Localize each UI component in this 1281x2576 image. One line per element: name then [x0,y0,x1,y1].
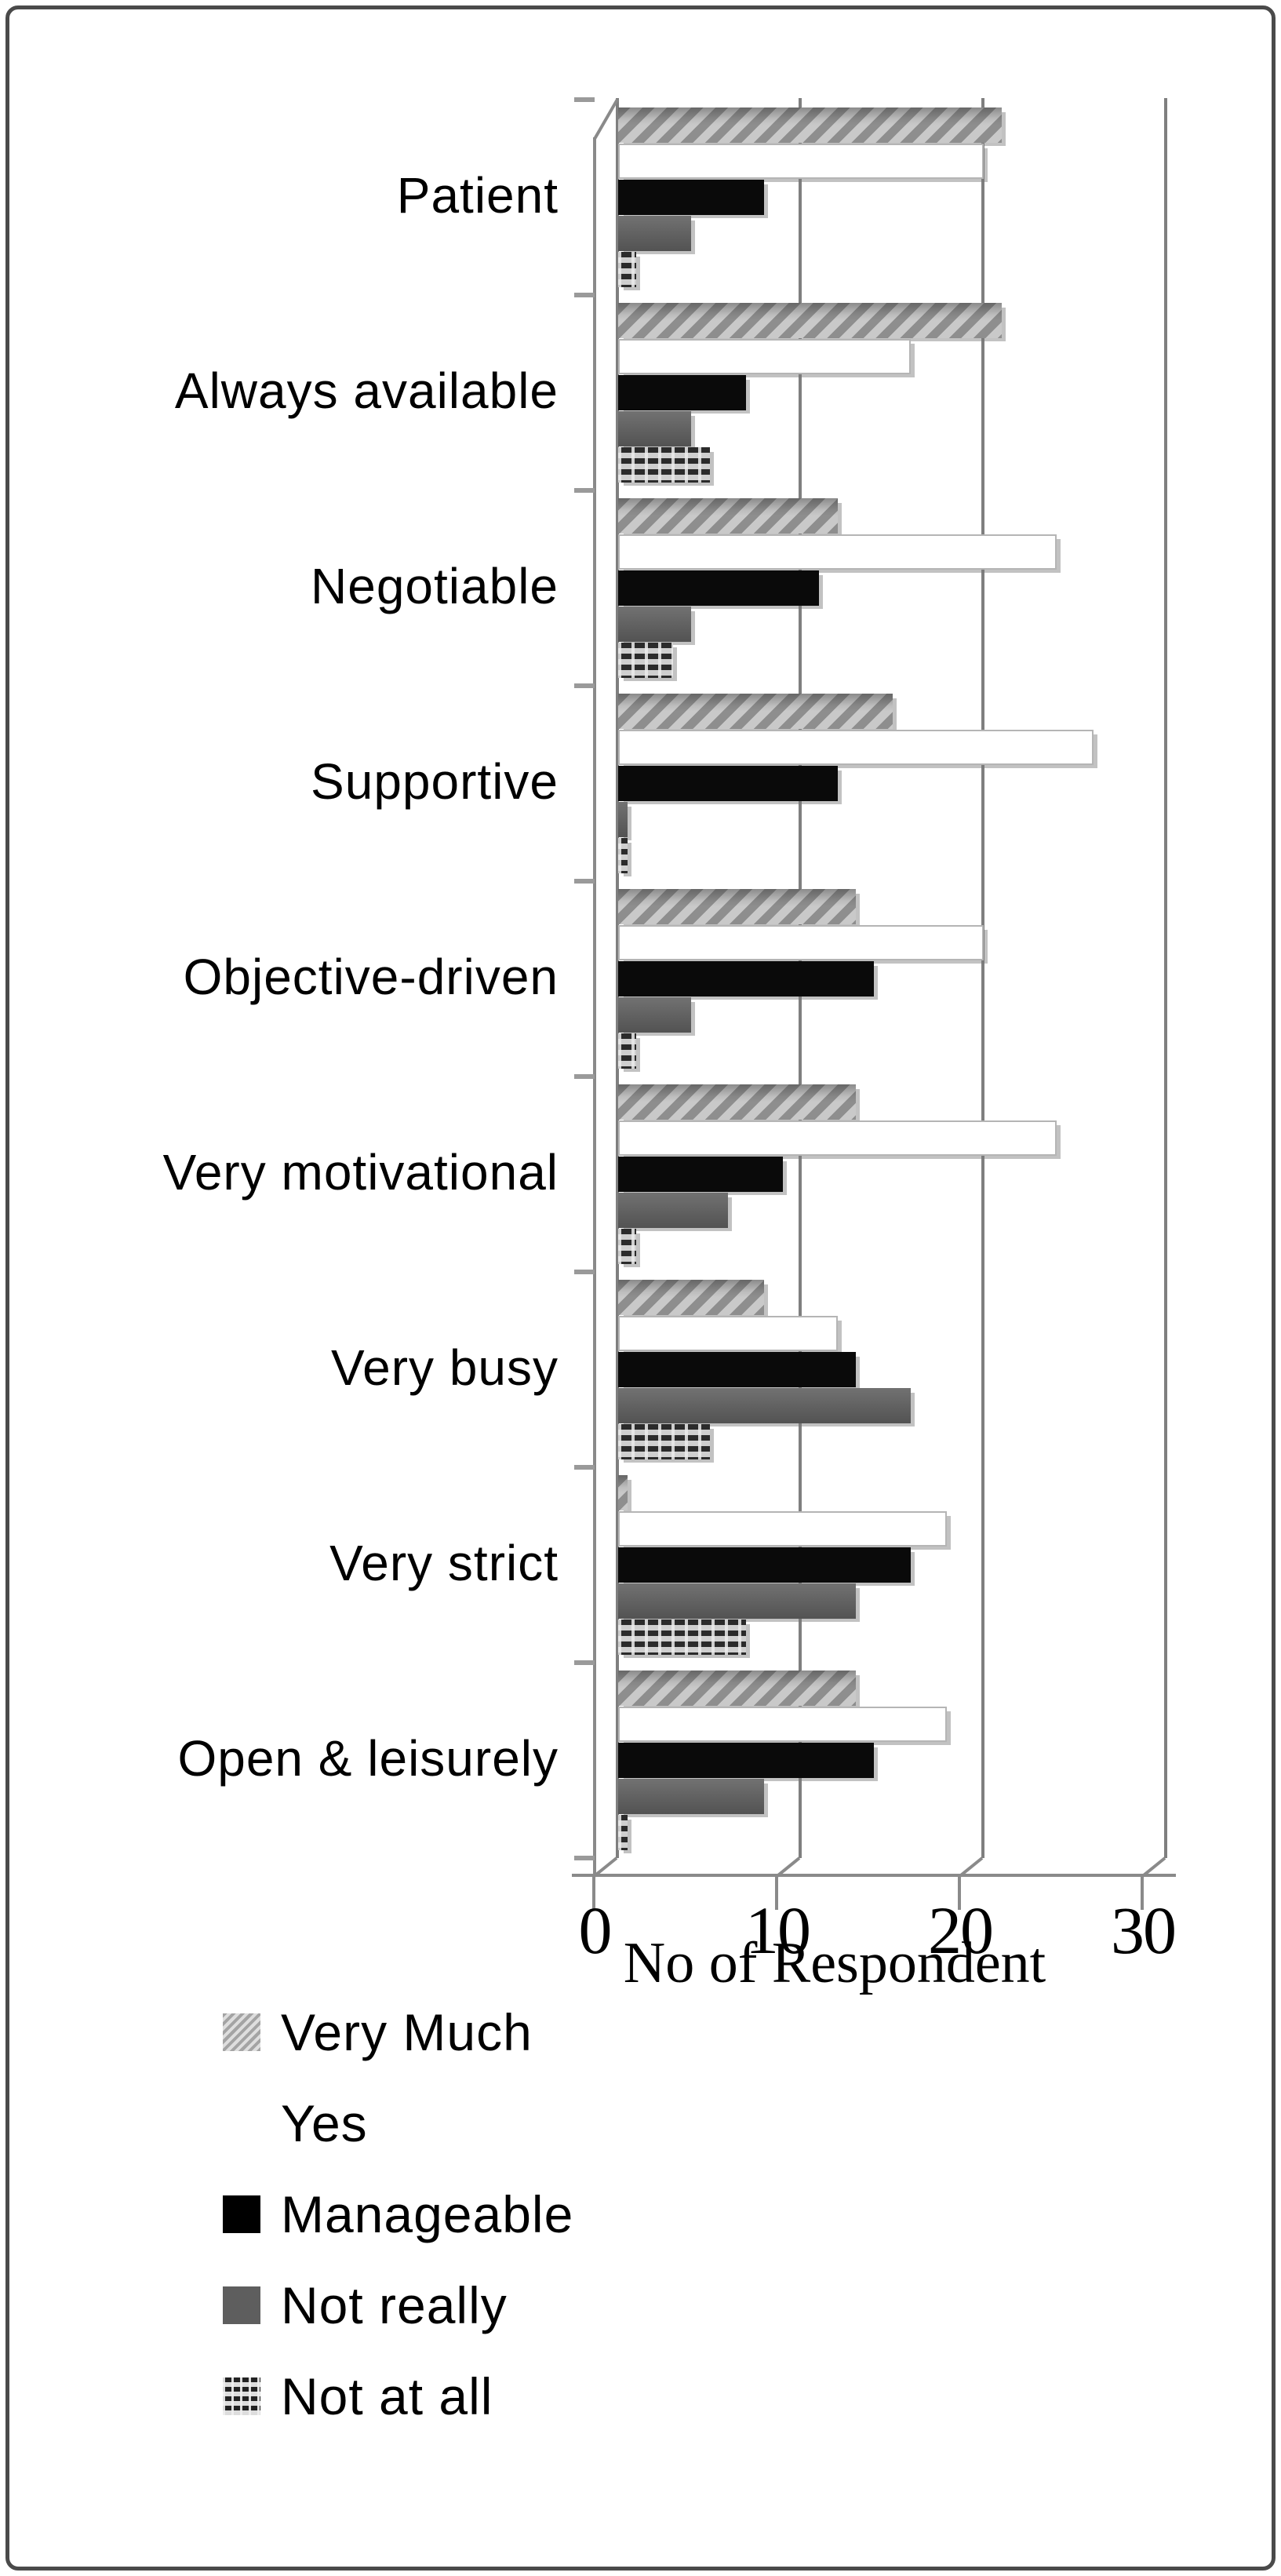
y-axis-line [593,137,596,1877]
x-tick-label: 30 [1111,1893,1177,1968]
bar-dark-gray-supportive [618,802,628,837]
category-axis-tick [574,1074,595,1079]
category-label: Objective-driven [183,948,559,1005]
x-axis-tick-20 [958,1875,961,1910]
bar-brick-always-available [618,447,710,483]
bar-diagonal-hatch-supportive [618,694,893,729]
bar-brick-patient [618,252,637,287]
bar-brick-supportive [618,838,628,873]
bar-black-always-available [618,375,747,410]
legend-item-white: Yes [223,2078,573,2169]
x-axis-tick-0 [592,1875,595,1910]
bar-white-patient [618,144,984,179]
legend-swatch-white [223,2104,260,2142]
bar-black-open-leisurely [618,1743,875,1778]
bar-brick-very-busy [618,1424,710,1459]
category-axis-tick [574,293,595,297]
bar-brick-very-motivational [618,1229,637,1264]
x-tick-label: 10 [745,1893,811,1968]
category-axis-tick [574,1465,595,1470]
gridline-0 [616,98,619,1858]
bar-diagonal-hatch-very-busy [618,1280,765,1315]
bar-brick-objective-driven [618,1033,637,1069]
bar-white-open-leisurely [618,1707,948,1742]
legend-swatch-dark-gray [223,2286,260,2324]
bar-black-very-busy [618,1352,856,1387]
category-axis-tick [574,488,595,493]
category-label: Negotiable [311,557,559,614]
bar-dark-gray-patient [618,216,692,251]
legend-item-dark-gray: Not really [223,2260,573,2351]
x-axis-tick-30 [1141,1875,1144,1910]
legend-label: Not really [281,2276,508,2334]
bar-brick-very-strict [618,1620,747,1655]
category-label: Very strict [329,1534,559,1591]
category-axis-tick [574,879,595,884]
legend-swatch-diagonal-hatch [223,2013,260,2051]
legend: Very Much Yes Manageable Not really Not at a… [223,1987,573,2442]
legend-label: Manageable [281,2185,574,2243]
category-axis-tick [574,1660,595,1665]
bar-black-patient [618,180,765,215]
bar-diagonal-hatch-open-leisurely [618,1671,856,1706]
bar-black-objective-driven [618,961,875,997]
bar-dark-gray-very-busy [618,1388,911,1423]
bar-dark-gray-open-leisurely [618,1779,765,1814]
bar-brick-open-leisurely [618,1815,628,1850]
bar-white-very-busy [618,1316,838,1351]
bar-dark-gray-very-motivational [618,1193,728,1228]
bar-diagonal-hatch-objective-driven [618,889,856,924]
legend-label: Not at all [281,2367,493,2425]
gridline-20 [981,98,984,1858]
category-label: Patient [396,166,559,224]
x-axis-line [572,1874,1176,1877]
bar-diagonal-hatch-always-available [618,303,1003,338]
bar-white-very-strict [618,1511,948,1547]
category-label: Very busy [330,1339,559,1396]
legend-swatch-brick [223,2377,260,2415]
bar-white-objective-driven [618,925,984,960]
bar-white-always-available [618,339,911,374]
plot-area: 0 10 20 30 Patient Always available Negotiable… [9,9,1272,2567]
category-label: Supportive [311,752,559,810]
bar-dark-gray-always-available [618,411,692,446]
bar-diagonal-hatch-very-motivational [618,1084,856,1120]
bar-diagonal-hatch-negotiable [618,498,838,534]
bar-dark-gray-objective-driven [618,997,692,1033]
bar-black-very-motivational [618,1157,783,1192]
x-axis-title: No of Respondent [623,1931,1046,1995]
x-tick-label: 0 [578,1893,613,1968]
bar-dark-gray-very-strict [618,1583,856,1619]
bar-white-negotiable [618,534,1057,570]
bar-diagonal-hatch-patient [618,107,1003,143]
x-axis-tick-10 [775,1875,778,1910]
chart-frame: 0 10 20 30 Patient Always available Negotiable… [5,5,1276,2571]
category-label: Always available [174,362,559,419]
category-axis-tick [574,97,595,102]
category-axis-tick [574,1856,595,1860]
legend-swatch-black [223,2195,260,2233]
category-axis-tick [574,1270,595,1274]
bar-white-very-motivational [618,1120,1057,1156]
gridline-30 [1164,98,1167,1858]
axis-top-connector [593,98,619,140]
bar-diagonal-hatch-very-strict [618,1475,628,1510]
category-axis-tick [574,683,595,688]
category-label: Open & leisurely [177,1729,559,1787]
bar-black-supportive [618,766,838,801]
x-tick-label: 20 [928,1893,994,1968]
legend-item-brick: Not at all [223,2351,573,2442]
legend-item-black: Manageable [223,2169,573,2260]
bar-black-negotiable [618,570,820,606]
bar-white-supportive [618,730,1094,765]
bar-dark-gray-negotiable [618,607,692,642]
bar-brick-negotiable [618,643,673,678]
bar-black-very-strict [618,1547,911,1583]
legend-label: Very Much [281,2003,533,2061]
legend-item-diagonal-hatch: Very Much [223,1987,573,2078]
legend-label: Yes [281,2094,368,2152]
category-label: Very motivational [162,1143,559,1201]
